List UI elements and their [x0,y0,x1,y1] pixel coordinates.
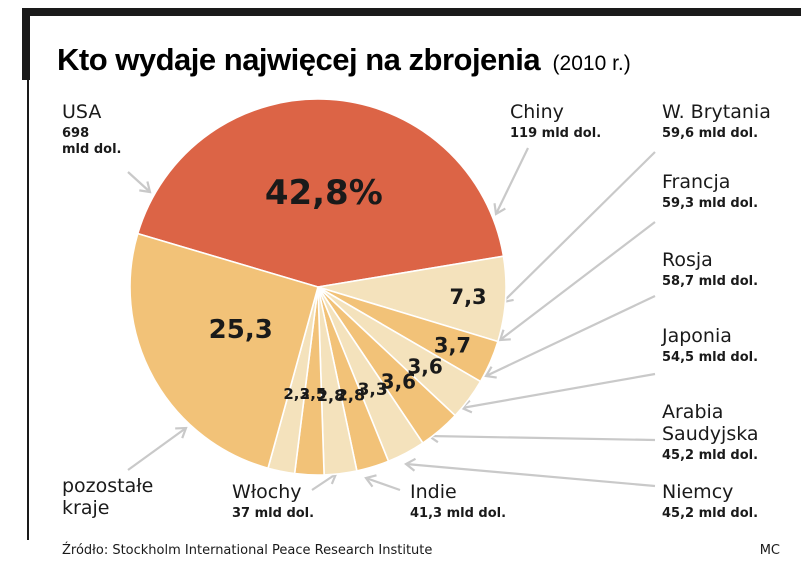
slice-label-rosja: 3,6 [381,370,416,394]
leader-line-pozostale-kraje [127,427,187,471]
country-name-wlochy: Włochy [232,481,302,503]
slice-label-usa: 42,8% [265,173,383,213]
country-amount-chiny: 119 mld dol. [510,126,601,141]
slice-label-arabia-saudyjska: 2,8 [337,385,365,404]
author-credit: MC [760,543,780,558]
country-amount-francja: 59,3 mld dol. [662,196,758,211]
leader-line-w-brytania [502,151,656,303]
country-name-usa: USA [62,101,101,123]
pie-slice-labels: 42,8%7,33,73,63,63,32,82,82,52,325,3 [209,173,487,405]
leader-line-chiny [495,147,529,215]
leader-line-rosja [485,295,656,377]
slice-label-w-brytania: 3,7 [434,334,471,358]
country-amount-w-brytania: 59,6 mld dol. [662,126,758,141]
leader-arrow-niemcy [404,457,417,472]
slice-usa [136,98,505,288]
country-amount-wlochy: 37 mld dol. [232,506,314,521]
country-name-francja: Francja [662,171,730,193]
leader-line-indie [365,476,401,492]
leader-arrow-pozostale-kraje [175,426,188,439]
leader-line-francja [499,221,656,341]
country-amount-usa: 698 mld dol. [62,126,121,157]
chart-subtitle: (2010 r.) [553,52,631,75]
pie-slices [129,98,507,476]
slice-label-wlochy: 2,3 [283,385,310,403]
country-amount-arabia-saudyjska: 45,2 mld dol. [662,448,758,463]
leader-line-wlochy [311,473,337,491]
frame-left-line [27,80,29,540]
slice-label-francja: 3,6 [407,355,442,379]
leader-line-japonia [461,372,656,410]
leader-line-niemcy [405,462,656,488]
frame-top-bar [22,8,801,16]
country-amount-japonia: 54,5 mld dol. [662,350,758,365]
country-name-pozostale-kraje: pozostałe kraje [62,475,153,519]
slice-pozostale-kraje [129,232,319,470]
country-name-chiny: Chiny [510,101,564,123]
leader-arrow-usa [139,181,152,194]
country-amount-niemcy: 45,2 mld dol. [662,506,758,521]
country-name-rosja: Rosja [662,249,713,271]
chart-title-group: Kto wydaje najwięcej na zbrojenia (2010 … [57,42,631,77]
leader-line-arabia-saudyjska [428,434,656,442]
slice-label-japonia: 3,3 [358,380,388,400]
country-name-arabia-saudyjska: Arabia Saudyjska [662,401,759,445]
slice-label-pozostale-kraje: 25,3 [209,315,273,345]
outer-labels: USA 698 mld dol. Chiny 119 mld dol. W. Brytan… [62,101,771,521]
slice-label-indie: 2,5 [300,385,327,403]
country-amount-indie: 41,3 mld dol. [410,506,506,521]
chart-title: Kto wydaje najwięcej na zbrojenia [57,42,541,77]
slice-label-chiny: 7,3 [449,285,486,309]
country-amount-rosja: 58,7 mld dol. [662,274,758,289]
country-name-niemcy: Niemcy [662,481,733,503]
leader-line-usa [127,171,151,193]
country-name-w-brytania: W. Brytania [662,101,771,123]
leader-arrow-rosja [484,366,497,379]
leader-arrow-francja [498,329,511,342]
leader-arrow-indie [364,474,377,488]
slice-label-niemcy: 2,8 [317,386,345,405]
source-note: Źródło: Stockholm International Peace Re… [62,542,432,558]
leader-arrow-chiny [493,203,506,216]
country-name-indie: Indie [410,481,457,503]
frame-left-bar [22,8,30,80]
country-name-japonia: Japonia [661,325,732,347]
